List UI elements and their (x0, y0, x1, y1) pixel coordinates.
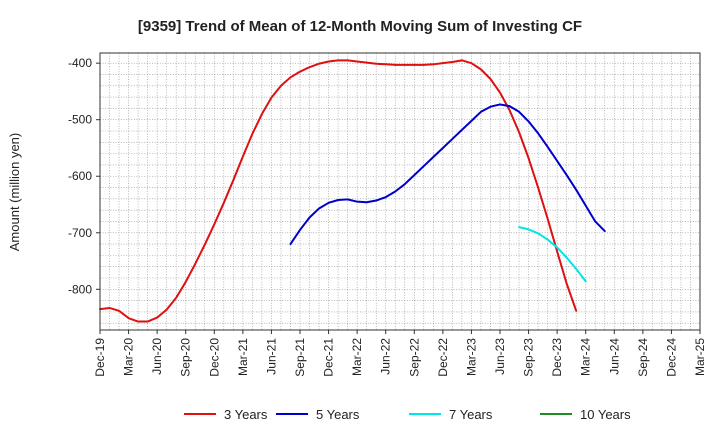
x-tick-label: Mar-25 (693, 338, 707, 376)
y-axis: -400 -500 -600 -700 -800 (68, 56, 100, 296)
x-tick-label: Mar-20 (122, 338, 136, 376)
x-tick-label: Mar-22 (350, 338, 364, 376)
series-line-5-years (289, 103, 606, 246)
x-tick-label: Sep-22 (407, 338, 421, 377)
x-tick-label: Dec-21 (322, 338, 336, 377)
x-tick-label: Sep-23 (522, 338, 536, 377)
x-tick-label: Mar-24 (579, 338, 593, 376)
y-tick-label: -800 (68, 282, 92, 296)
x-tick-label: Sep-20 (179, 338, 193, 377)
x-tick-label: Dec-19 (93, 338, 107, 377)
y-tick-label: -400 (68, 56, 92, 70)
plot-area: -400 -500 -600 -700 -800 Dec-19 Mar-20 Jun-20 Se… (68, 52, 707, 377)
y-tick-label: -700 (68, 226, 92, 240)
legend-item-5-years: 5 Years (276, 407, 360, 422)
x-tick-label: Dec-23 (550, 338, 564, 377)
x-tick-label: Jun-21 (264, 338, 278, 375)
x-tick-label: Mar-23 (464, 338, 478, 376)
x-tick-label: Jun-20 (150, 338, 164, 375)
legend-item-10-years: 10 Years (540, 407, 631, 422)
x-tick-label: Sep-24 (636, 338, 650, 377)
x-tick-label: Jun-23 (493, 338, 507, 375)
y-tick-label: -500 (68, 113, 92, 127)
x-tick-label: Jun-24 (607, 338, 621, 375)
x-tick-label: Mar-21 (236, 338, 250, 376)
series-line-3-years (99, 59, 578, 323)
legend-label: 7 Years (449, 407, 493, 422)
x-tick-label: Dec-22 (436, 338, 450, 377)
series-lines (99, 59, 606, 323)
legend-label: 5 Years (316, 407, 360, 422)
legend-label: 3 Years (224, 407, 268, 422)
x-tick-label: Dec-20 (207, 338, 221, 377)
y-tick-label: -600 (68, 169, 92, 183)
x-axis: Dec-19 Mar-20 Jun-20 Sep-20 Dec-20 Mar-21 Jun-… (93, 330, 707, 377)
plot-background (100, 53, 700, 330)
legend-label: 10 Years (580, 407, 631, 422)
x-tick-label: Jun-22 (379, 338, 393, 375)
legend-item-7-years: 7 Years (409, 407, 493, 422)
chart-title: [9359] Trend of Mean of 12-Month Moving … (138, 18, 582, 35)
series-line-7-years (518, 226, 587, 283)
legend-item-3-years: 3 Years (184, 407, 268, 422)
x-tick-label: Sep-21 (293, 338, 307, 377)
legend: 3 Years 5 Years 7 Years 10 Years (184, 407, 631, 422)
y-axis-label: Amount (million yen) (7, 133, 22, 252)
plot-border (99, 52, 701, 331)
x-tick-label: Dec-24 (664, 338, 678, 377)
